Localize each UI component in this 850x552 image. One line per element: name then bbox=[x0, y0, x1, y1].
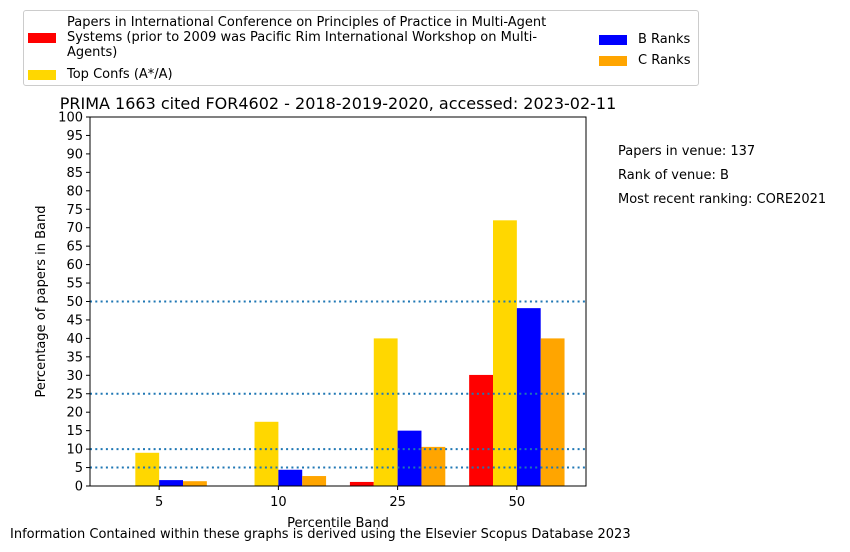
legend-item-b: B Ranks bbox=[599, 32, 690, 47]
bar-4-50 bbox=[540, 338, 565, 486]
bar-1-50 bbox=[469, 374, 493, 486]
y-tick-label: 40 bbox=[66, 332, 83, 347]
y-tick-label: 5 bbox=[75, 461, 83, 476]
y-tick-label: 30 bbox=[66, 369, 83, 384]
legend-label-b: B Ranks bbox=[638, 32, 691, 47]
legend-swatch-venue bbox=[28, 32, 56, 43]
bar-4-10 bbox=[302, 476, 327, 486]
chart-title: PRIMA 1663 cited FOR4602 - 2018-2019-202… bbox=[60, 94, 617, 113]
y-tick-label: 55 bbox=[66, 277, 83, 292]
bars-group bbox=[135, 220, 565, 486]
legend: Papers in International Conference on Pr… bbox=[23, 10, 699, 86]
y-tick-label: 25 bbox=[66, 387, 83, 402]
y-tick-label: 60 bbox=[66, 258, 83, 273]
y-tick-label: 10 bbox=[66, 443, 83, 458]
y-tick-label: 15 bbox=[66, 424, 83, 439]
x-tick-label: 50 bbox=[509, 495, 526, 510]
y-tick-label: 100 bbox=[58, 111, 83, 126]
y-axis: 0 5 10 15 20 25 30 35 40 45 50 55 60 65 70 75 80 85 90 95 10… bbox=[58, 111, 90, 495]
legend-label-top: Top Confs (A*/A) bbox=[67, 67, 173, 82]
bar-2-5 bbox=[135, 452, 160, 486]
y-tick-label: 95 bbox=[66, 129, 83, 144]
y-tick-label: 65 bbox=[66, 240, 83, 255]
x-tick-label: 10 bbox=[270, 495, 287, 510]
legend-swatch-b bbox=[599, 34, 627, 45]
y-tick-label: 50 bbox=[66, 295, 83, 310]
bar-3-10 bbox=[278, 469, 303, 486]
source-footer: Information Contained within these graph… bbox=[10, 527, 631, 542]
recent-ranking-note: Most recent ranking: CORE2021 bbox=[618, 192, 827, 207]
bar-2-10 bbox=[254, 421, 279, 486]
papers-in-venue-note: Papers in venue: 137 bbox=[618, 144, 756, 159]
legend-label-c: C Ranks bbox=[638, 53, 691, 68]
y-tick-label: 70 bbox=[66, 221, 83, 236]
x-tick-label: 25 bbox=[389, 495, 406, 510]
bar-3-5 bbox=[159, 480, 183, 486]
bar-4-25 bbox=[421, 446, 446, 486]
y-tick-label: 45 bbox=[66, 313, 83, 328]
y-tick-label: 0 bbox=[75, 480, 83, 495]
legend-item-c: C Ranks bbox=[599, 53, 690, 68]
y-tick-label: 90 bbox=[66, 147, 83, 162]
legend-swatch-top bbox=[28, 69, 56, 80]
legend-label-venue: Papers in International Conference on Pr… bbox=[67, 15, 547, 60]
legend-item-venue: Papers in International Conference on Pr… bbox=[28, 15, 587, 60]
x-tick-label: 5 bbox=[155, 495, 163, 510]
y-tick-label: 75 bbox=[66, 203, 83, 218]
y-axis-label: Percentage of papers in Band bbox=[34, 205, 49, 397]
y-tick-label: 85 bbox=[66, 166, 83, 181]
x-axis-label: Percentile Band bbox=[287, 516, 389, 531]
y-tick-label: 80 bbox=[66, 184, 83, 199]
rank-of-venue-note: Rank of venue: B bbox=[618, 168, 729, 183]
x-axis: 5 10 25 50 bbox=[155, 486, 525, 510]
y-tick-label: 20 bbox=[66, 406, 83, 421]
bar-1-25 bbox=[349, 481, 374, 486]
legend-item-top: Top Confs (A*/A) bbox=[28, 67, 173, 82]
bar-4-5 bbox=[183, 481, 207, 486]
legend-swatch-c bbox=[599, 55, 627, 66]
bar-2-50 bbox=[493, 220, 517, 486]
bar-3-50 bbox=[516, 308, 541, 486]
bar-3-25 bbox=[397, 430, 422, 486]
y-tick-label: 35 bbox=[66, 350, 83, 365]
bar-2-25 bbox=[373, 338, 398, 486]
